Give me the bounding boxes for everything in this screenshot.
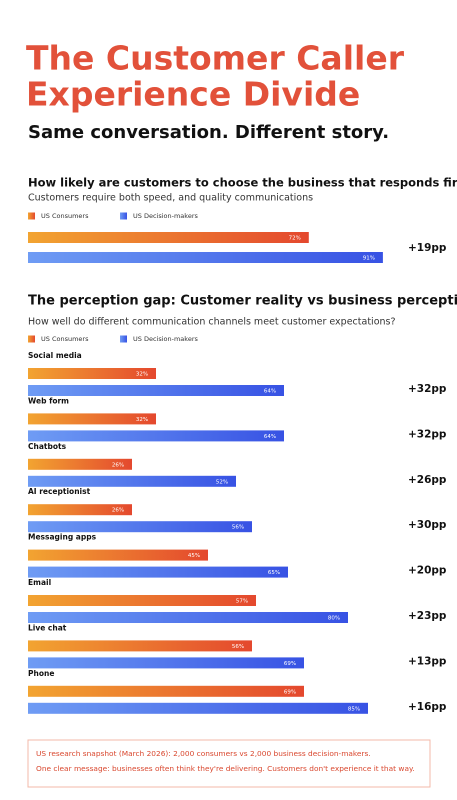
chart-subtitle: How well do different communication chan… <box>28 317 396 328</box>
gap-label: +32pp <box>408 428 447 440</box>
title: Experience Divide <box>26 75 360 114</box>
category-label: Email <box>28 578 51 587</box>
bar <box>28 566 288 578</box>
gap-label: +16pp <box>408 701 447 713</box>
value-label: 26% <box>112 508 124 514</box>
legend-label: US Decision-makers <box>133 212 198 220</box>
bar <box>28 385 284 396</box>
category-label: Web form <box>28 396 69 405</box>
bar <box>28 549 208 561</box>
value-label: 64% <box>264 389 276 395</box>
legend-label: US Consumers <box>41 212 89 220</box>
value-label: 32% <box>136 417 148 423</box>
value-label: 64% <box>264 434 276 440</box>
value-label: 65% <box>268 570 280 576</box>
bar <box>28 475 236 487</box>
gap-label: +19pp <box>408 242 447 254</box>
bar <box>28 458 132 470</box>
subtitle: Same conversation. Different story. <box>28 122 389 143</box>
bar <box>28 521 252 533</box>
bar <box>28 657 304 669</box>
gap-label: +32pp <box>408 383 447 395</box>
legend-swatch <box>28 212 35 220</box>
value-label: 57% <box>236 599 248 605</box>
bar <box>28 413 156 425</box>
gap-label: +30pp <box>408 519 447 531</box>
legend-swatch <box>120 335 127 343</box>
bar <box>28 595 256 606</box>
gap-label: +13pp <box>408 655 447 667</box>
value-label: 85% <box>348 706 360 712</box>
footer-text: US research snapshot (March 2026): 2,000… <box>36 749 371 758</box>
chart-title: How likely are customers to choose the b… <box>28 176 457 190</box>
value-label: 91% <box>363 256 375 262</box>
bar <box>28 640 252 652</box>
value-label: 69% <box>284 661 296 667</box>
bar <box>28 368 156 379</box>
bar <box>28 702 368 714</box>
value-label: 80% <box>328 616 340 622</box>
bar <box>28 504 132 516</box>
category-label: Phone <box>28 669 54 678</box>
value-label: 45% <box>188 553 200 559</box>
bar <box>28 612 348 623</box>
category-label: Chatbots <box>28 442 67 451</box>
chart-title: The perception gap: Customer reality vs … <box>28 294 457 309</box>
value-label: 56% <box>232 644 244 650</box>
footer-text: One clear message: businesses often thin… <box>36 764 415 773</box>
chart-subtitle: Customers require both speed, and qualit… <box>28 193 313 204</box>
category-label: Social media <box>28 351 82 360</box>
bar <box>28 232 309 243</box>
title: The Customer Caller <box>26 39 405 78</box>
category-label: Live chat <box>28 623 67 632</box>
legend-swatch <box>28 335 35 343</box>
category-label: Messaging apps <box>28 533 97 542</box>
footer-box <box>27 739 431 788</box>
value-label: 72% <box>289 236 301 242</box>
legend-swatch <box>120 212 127 220</box>
legend-label: US Consumers <box>41 335 89 343</box>
legend-label: US Decision-makers <box>133 335 198 343</box>
bar <box>28 430 284 442</box>
value-label: 32% <box>136 372 148 378</box>
gap-label: +23pp <box>408 610 447 622</box>
value-label: 52% <box>216 479 228 485</box>
gap-label: +20pp <box>408 565 447 577</box>
value-label: 69% <box>284 689 296 695</box>
bar <box>28 252 383 263</box>
bar <box>28 685 304 697</box>
gap-label: +26pp <box>408 474 447 486</box>
value-label: 56% <box>232 525 244 531</box>
value-label: 26% <box>112 462 124 468</box>
category-label: AI receptionist <box>28 487 91 496</box>
